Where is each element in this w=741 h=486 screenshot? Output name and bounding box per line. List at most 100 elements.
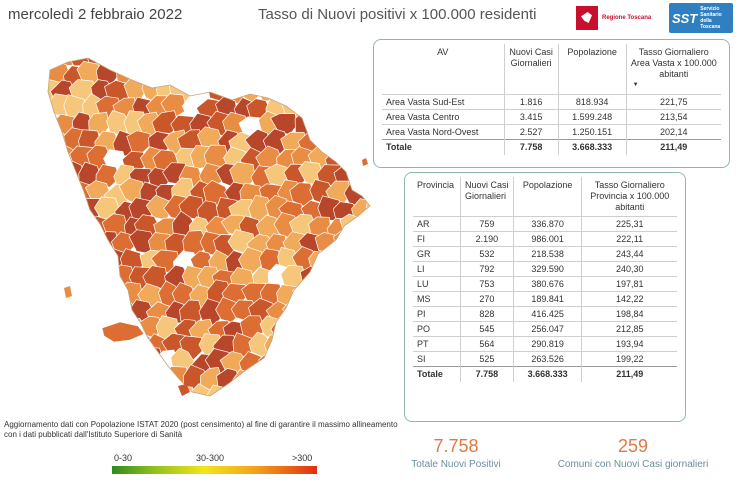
municipality-area[interactable]	[308, 250, 333, 274]
municipality-area[interactable]	[365, 368, 386, 391]
prov-col-header-name[interactable]: Provincia	[417, 180, 455, 190]
municipality-area[interactable]	[139, 346, 165, 375]
municipality-area[interactable]	[280, 61, 306, 87]
municipality-area[interactable]	[258, 77, 282, 102]
table-row[interactable]: PO 545 256.047 212,85	[413, 321, 677, 337]
prov-col-header-rate[interactable]: Tasso Giornaliero Provincia x 100.000 ab…	[581, 177, 677, 217]
municipality-area[interactable]	[238, 246, 264, 275]
municipality-area[interactable]	[349, 366, 372, 393]
municipality-area[interactable]	[223, 42, 251, 70]
municipality-area[interactable]	[367, 332, 385, 357]
municipality-area[interactable]	[373, 318, 385, 342]
municipality-area[interactable]	[366, 234, 385, 257]
municipality-area[interactable]	[40, 40, 52, 52]
tuscany-choropleth-map[interactable]	[40, 40, 385, 405]
municipality-area[interactable]	[281, 40, 304, 52]
municipality-area[interactable]	[284, 335, 308, 360]
av-col-header-rate[interactable]: Tasso Giornaliero Area Vasta x 100.000 a…	[625, 44, 721, 95]
municipality-area[interactable]	[341, 381, 368, 405]
municipality-area[interactable]	[249, 40, 273, 54]
municipality-area[interactable]	[143, 367, 172, 394]
municipality-area[interactable]	[40, 268, 58, 291]
municipality-area[interactable]	[86, 385, 116, 405]
municipality-area[interactable]	[40, 298, 56, 327]
municipality-area[interactable]	[74, 367, 103, 391]
municipality-area[interactable]	[323, 315, 350, 341]
municipality-area[interactable]	[154, 44, 178, 69]
municipality-area[interactable]	[40, 44, 62, 69]
municipality-area[interactable]	[40, 281, 65, 305]
table-row[interactable]: PI 828 416.425 198,84	[413, 306, 677, 322]
municipality-area[interactable]	[66, 317, 95, 344]
municipality-area[interactable]	[361, 318, 385, 343]
municipality-area[interactable]	[310, 110, 337, 137]
municipality-area[interactable]	[343, 316, 367, 342]
municipality-area[interactable]	[315, 335, 339, 360]
municipality-area[interactable]	[305, 382, 335, 405]
municipality-area[interactable]	[350, 40, 376, 52]
municipality-area[interactable]	[335, 265, 361, 292]
municipality-area[interactable]	[40, 131, 55, 159]
municipality-area[interactable]	[132, 365, 157, 389]
municipality-area[interactable]	[293, 387, 320, 405]
municipality-area[interactable]	[122, 43, 149, 70]
municipality-area[interactable]	[297, 58, 326, 83]
municipality-area[interactable]	[321, 46, 347, 71]
municipality-area[interactable]	[334, 334, 361, 361]
municipality-area[interactable]	[53, 318, 80, 343]
municipality-area[interactable]	[315, 40, 341, 53]
municipality-area[interactable]	[243, 45, 268, 66]
municipality-area[interactable]	[40, 365, 55, 393]
municipality-area[interactable]	[62, 198, 90, 223]
municipality-area[interactable]	[40, 161, 53, 187]
municipality-area[interactable]	[274, 347, 297, 374]
prov-col-header-population[interactable]: Popolazione	[512, 177, 582, 217]
municipality-area[interactable]	[40, 316, 66, 343]
municipality-area[interactable]	[358, 347, 383, 373]
table-row[interactable]: SI 525 263.526 199,22	[413, 351, 677, 367]
municipality-area[interactable]	[42, 367, 69, 392]
municipality-area[interactable]	[373, 386, 385, 405]
municipality-area[interactable]	[63, 370, 91, 396]
municipality-area[interactable]	[274, 380, 297, 405]
municipality-area[interactable]	[323, 113, 347, 138]
island-elba[interactable]	[101, 321, 145, 343]
municipality-area[interactable]	[77, 233, 104, 261]
municipality-area[interactable]	[284, 367, 307, 394]
municipality-area[interactable]	[40, 214, 61, 240]
municipality-area[interactable]	[306, 353, 335, 376]
municipality-area[interactable]	[57, 228, 86, 256]
municipality-area[interactable]	[45, 40, 70, 48]
municipality-area[interactable]	[86, 283, 113, 307]
municipality-area[interactable]	[324, 76, 350, 101]
table-row[interactable]: LI 792 329.590 240,30	[413, 261, 677, 277]
municipality-area[interactable]	[190, 45, 214, 72]
municipality-area[interactable]	[92, 298, 117, 321]
municipality-area[interactable]	[304, 283, 332, 309]
municipality-area[interactable]	[349, 230, 373, 258]
municipality-area[interactable]	[265, 40, 290, 50]
municipality-area[interactable]	[348, 166, 376, 191]
municipality-area[interactable]	[40, 245, 61, 274]
municipality-area[interactable]	[145, 61, 170, 87]
municipality-area[interactable]	[360, 383, 385, 406]
municipality-area[interactable]	[102, 46, 126, 69]
municipality-area[interactable]	[113, 367, 141, 395]
municipality-area[interactable]	[45, 162, 70, 188]
municipality-area[interactable]	[40, 148, 65, 170]
municipality-area[interactable]	[73, 387, 96, 405]
municipality-area[interactable]	[67, 247, 96, 274]
municipality-area[interactable]	[61, 303, 91, 328]
municipality-area[interactable]	[249, 64, 278, 90]
municipality-area[interactable]	[260, 382, 283, 405]
municipality-area[interactable]	[95, 164, 121, 188]
municipality-area[interactable]	[371, 266, 385, 286]
municipality-area[interactable]	[120, 383, 147, 405]
municipality-area[interactable]	[43, 264, 68, 290]
municipality-area[interactable]	[324, 351, 351, 377]
municipality-area[interactable]	[317, 127, 343, 155]
municipality-area[interactable]	[40, 195, 58, 222]
municipality-area[interactable]	[340, 42, 365, 68]
municipality-area[interactable]	[299, 301, 324, 326]
municipality-area[interactable]	[47, 199, 72, 226]
